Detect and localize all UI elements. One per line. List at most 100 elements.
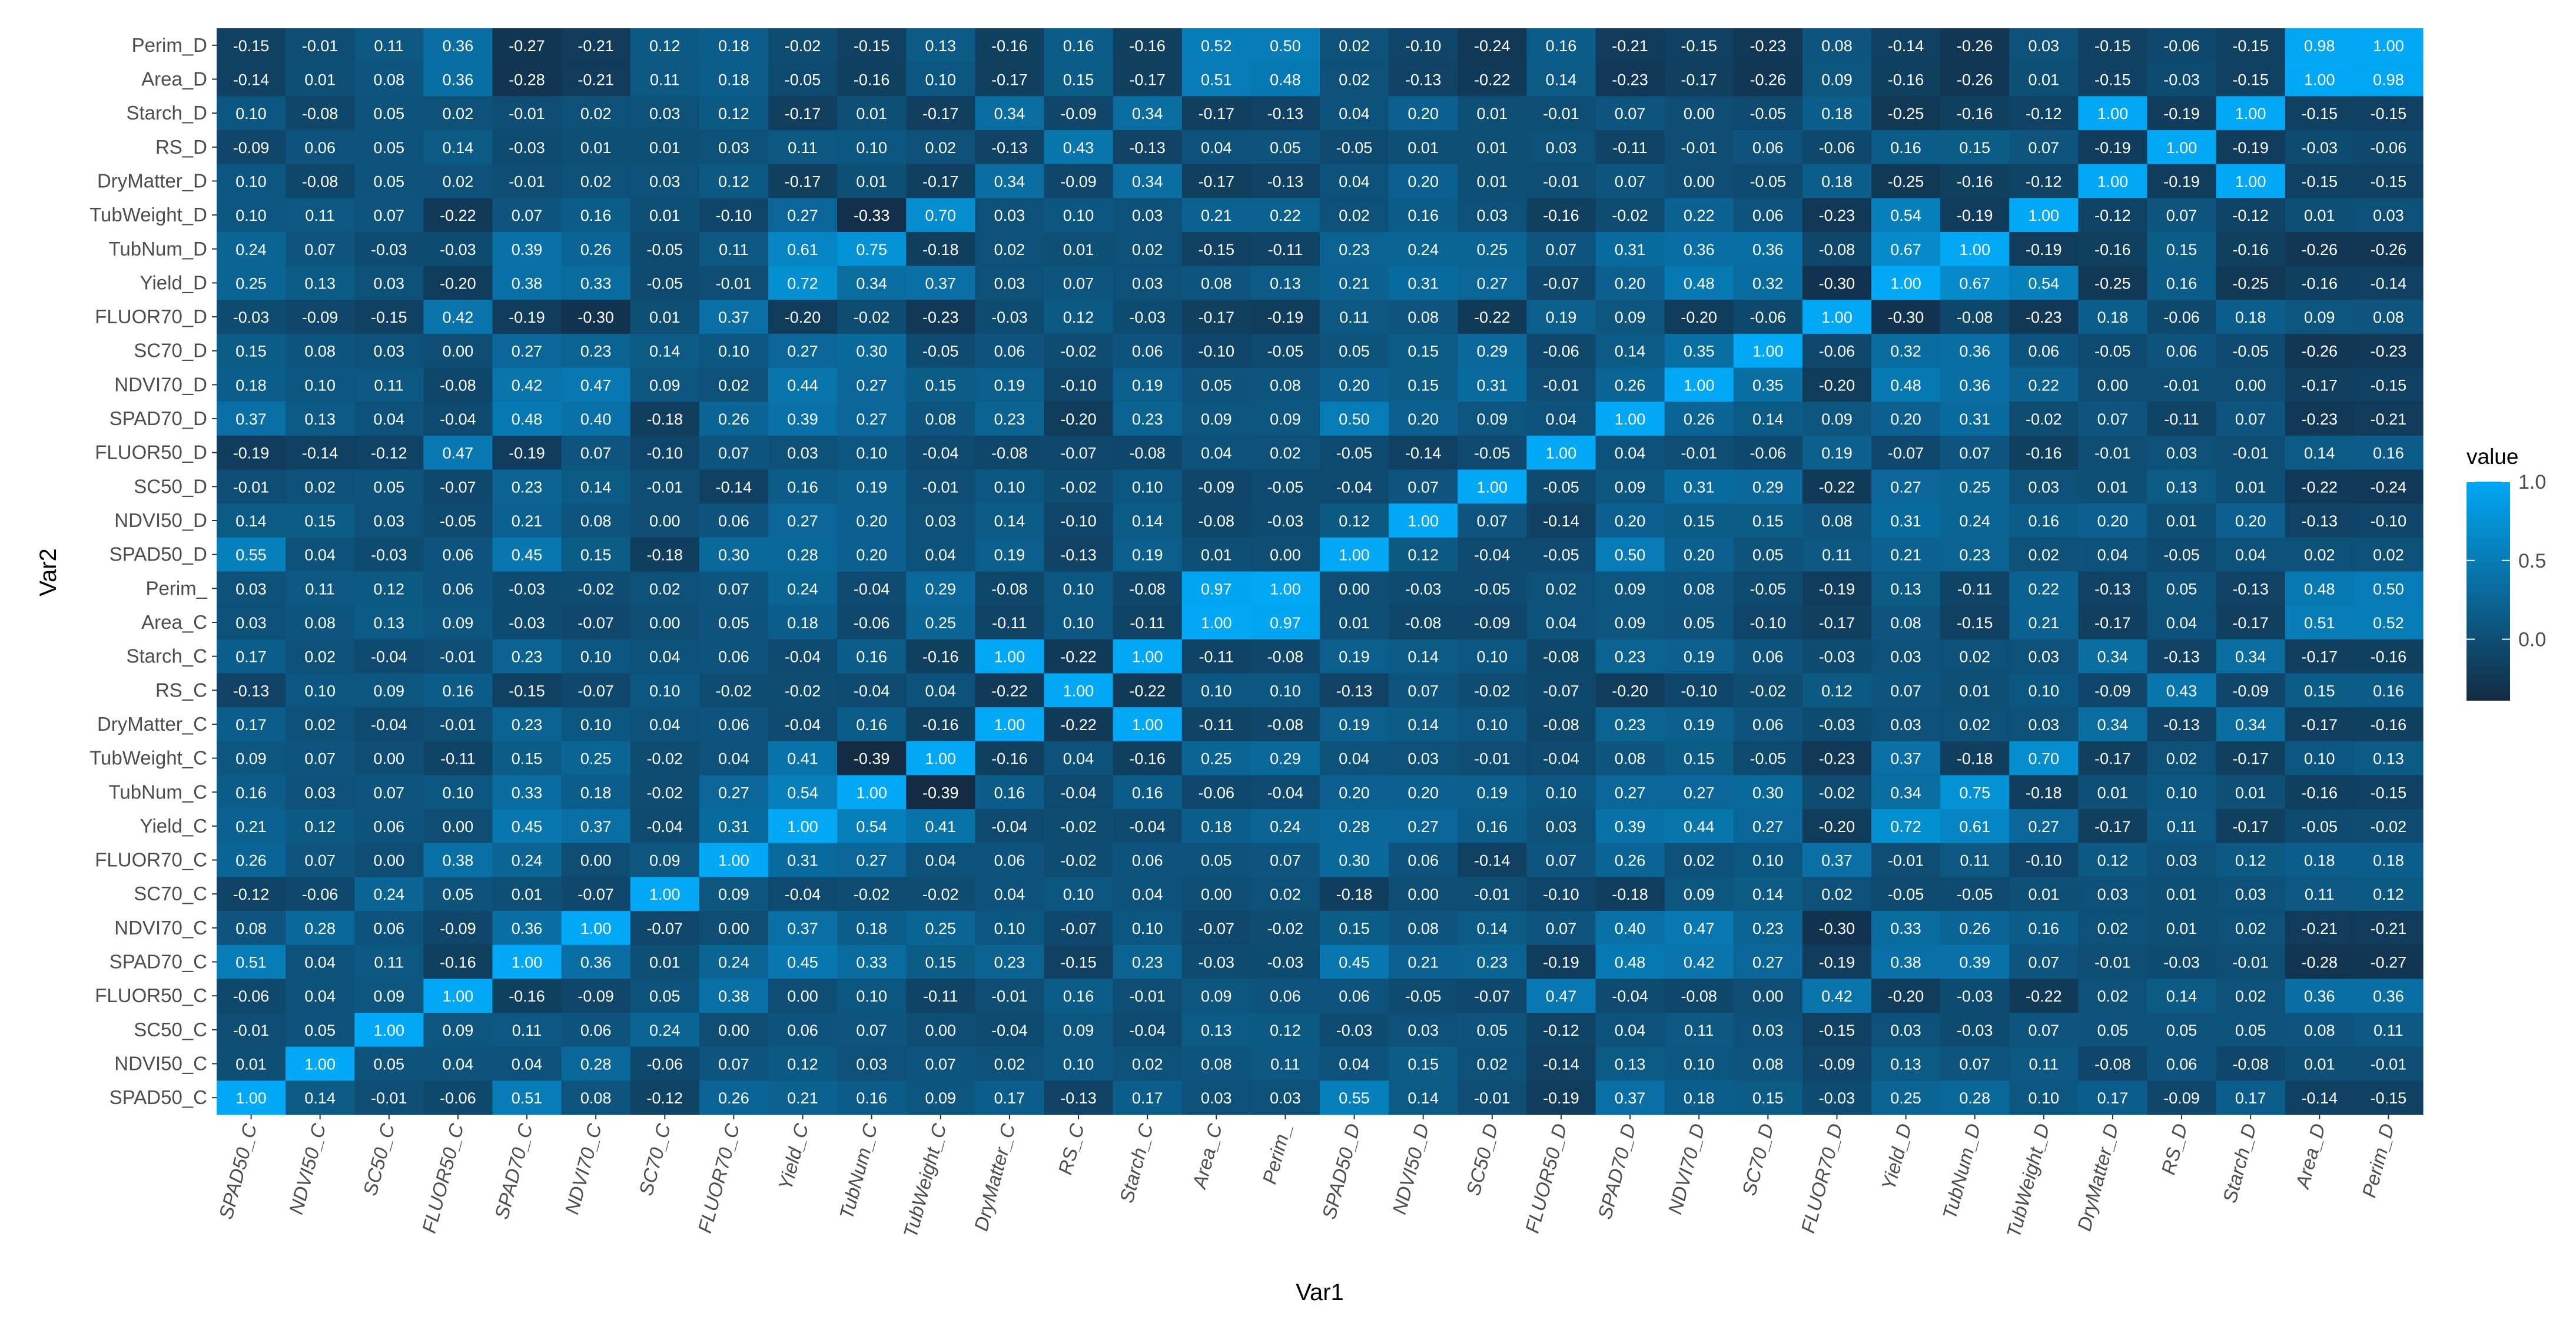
heatmap-cell: [1320, 775, 1389, 810]
cell-value-label: -0.21: [577, 37, 614, 55]
heatmap-cell: [1113, 130, 1183, 165]
cell-value-label: -0.04: [647, 818, 683, 836]
cell-value-label: 0.01: [1201, 546, 1232, 564]
heatmap-cell: [561, 503, 631, 538]
heatmap-cell: [1044, 775, 1114, 810]
cell-value-label: -0.30: [1819, 274, 1855, 292]
cell-value-label: 0.07: [304, 241, 336, 258]
heatmap-cell: [1113, 402, 1183, 436]
cell-value-label: 0.06: [1752, 207, 1784, 224]
heatmap-cell: [768, 469, 838, 504]
cell-value-label: 0.23: [1339, 241, 1370, 258]
cell-value-label: 0.08: [304, 343, 336, 360]
heatmap-cell: [1113, 911, 1183, 946]
heatmap-cell: [2078, 96, 2148, 131]
heatmap-cell: [1940, 469, 2010, 504]
heatmap-cell: [2078, 62, 2148, 97]
cell-value-label: 0.07: [512, 207, 543, 224]
cell-value-label: 0.36: [1959, 376, 1990, 394]
cell-value-label: -0.05: [922, 343, 959, 360]
heatmap-cell: [906, 843, 975, 878]
heatmap-cell: [286, 944, 355, 979]
heatmap-cell: [2285, 28, 2355, 63]
cell-value-label: 0.01: [2097, 478, 2129, 496]
cell-value-label: -0.20: [1612, 682, 1648, 700]
cell-value-label: 0.10: [856, 987, 887, 1005]
heatmap-cell: [699, 571, 769, 606]
heatmap-cell: [1940, 571, 2010, 606]
cell-value-label: -0.09: [440, 920, 476, 937]
heatmap-cell: [1664, 741, 1734, 776]
heatmap-cell: [1320, 673, 1389, 708]
cell-value-label: 0.15: [1407, 376, 1439, 394]
heatmap-cell: [699, 537, 769, 572]
heatmap-cell: [1044, 707, 1114, 742]
heatmap-cell: [561, 944, 631, 979]
heatmap-cell: [837, 707, 907, 742]
cell-value-label: 0.04: [925, 546, 957, 564]
heatmap-cell: [1113, 809, 1183, 844]
cell-value-label: 0.03: [994, 274, 1025, 292]
heatmap-cell: [630, 503, 700, 538]
cell-value-label: 0.34: [2097, 716, 2129, 734]
heatmap-cell: [1458, 231, 1527, 267]
cell-value-label: -0.01: [1543, 376, 1579, 394]
cell-value-label: 0.14: [1407, 648, 1439, 666]
heatmap-cell: [630, 605, 700, 640]
heatmap-cell: [1113, 503, 1183, 538]
y-tick-label: Area_C: [141, 611, 207, 633]
heatmap-cell: [423, 333, 493, 369]
cell-value-label: 0.13: [1615, 1056, 1646, 1073]
cell-value-label: 0.06: [443, 546, 474, 564]
cell-value-label: 0.00: [1407, 886, 1439, 903]
heatmap-cell: [630, 707, 700, 742]
heatmap-cell: [2285, 367, 2355, 402]
heatmap-cell: [1595, 402, 1665, 436]
cell-value-label: -0.03: [1957, 1022, 1993, 1039]
heatmap-cell: [1871, 62, 1941, 97]
cell-value-label: 0.06: [1752, 139, 1784, 157]
cell-value-label: 0.00: [1339, 580, 1370, 598]
cell-value-label: 0.16: [1477, 818, 1508, 836]
heatmap-cell: [630, 1013, 700, 1047]
heatmap-cell: [2216, 673, 2286, 708]
cell-value-label: 0.08: [1201, 274, 1232, 292]
heatmap-cell: [1595, 130, 1665, 165]
heatmap-cell: [2009, 62, 2079, 97]
cell-value-label: -0.08: [302, 105, 338, 122]
heatmap-cell: [2216, 266, 2286, 300]
cell-value-label: 0.17: [235, 716, 267, 734]
heatmap-cell: [1802, 1080, 1872, 1115]
heatmap-cell: [699, 877, 769, 911]
cell-value-label: 0.37: [1615, 1089, 1646, 1107]
cell-value-label: 0.09: [1201, 987, 1232, 1005]
cell-value-label: -0.03: [1199, 954, 1235, 972]
heatmap-cell: [2078, 741, 2148, 776]
heatmap-cell: [1871, 435, 1941, 470]
heatmap-cell: [768, 164, 838, 198]
heatmap-cell: [217, 1013, 286, 1047]
heatmap-cell: [1733, 164, 1803, 198]
cell-value-label: 0.10: [304, 376, 336, 394]
heatmap-cell: [1250, 164, 1320, 198]
heatmap-cell: [1113, 198, 1183, 233]
heatmap-cell: [561, 1046, 631, 1081]
heatmap-cell: [1250, 62, 1320, 97]
cell-value-label: 0.67: [1890, 241, 1921, 258]
cell-value-label: 0.01: [2029, 886, 2060, 903]
y-tick-label: SC70_D: [134, 340, 207, 362]
heatmap-cell: [2009, 1080, 2079, 1115]
heatmap-cell: [354, 164, 424, 198]
heatmap-cell: [1044, 300, 1114, 334]
heatmap-cell: [2009, 843, 2079, 878]
cell-value-label: 0.05: [2235, 1022, 2266, 1039]
heatmap-cell: [1320, 809, 1389, 844]
cell-value-label: -0.20: [1819, 376, 1855, 394]
y-tick-label: SPAD50_C: [109, 1086, 207, 1108]
cell-value-label: 0.15: [1684, 750, 1715, 768]
heatmap-cell: [837, 944, 907, 979]
cell-value-label: -0.04: [991, 1022, 1028, 1039]
heatmap-cell: [2353, 469, 2424, 504]
heatmap-cell: [1458, 503, 1527, 538]
cell-value-label: -0.10: [2371, 512, 2407, 530]
